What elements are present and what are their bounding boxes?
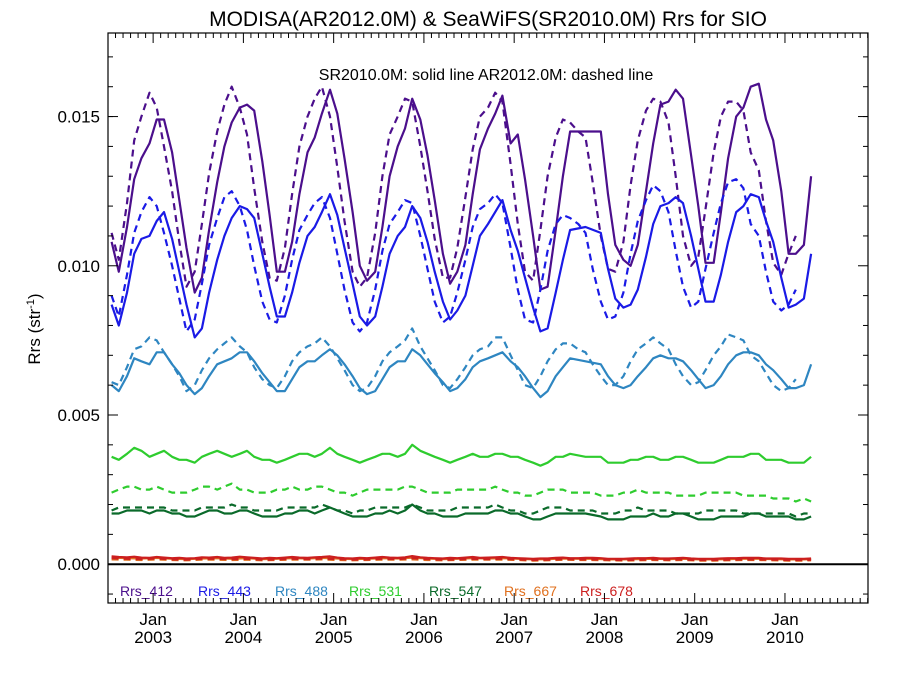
x-tick-label-month: Jan — [500, 610, 527, 629]
x-tick-label-month: Jan — [230, 610, 257, 629]
x-tick-label-year: 2005 — [315, 628, 353, 647]
x-tick-label-year: 2006 — [405, 628, 443, 647]
dashed-series-7-line — [111, 482, 812, 503]
x-tick-label-year: 2008 — [586, 628, 624, 647]
solid-rrs-678-line — [111, 554, 812, 560]
dashed-series-5-line — [111, 327, 797, 393]
plot-frame — [107, 32, 869, 604]
x-tick-label-year: 2009 — [676, 628, 714, 647]
x-tick-label-year: 2010 — [766, 628, 804, 647]
y-tick-label: 0.000 — [57, 555, 100, 574]
y-tick-label: 0.005 — [57, 406, 100, 425]
x-tick-label-month: Jan — [410, 610, 437, 629]
legend-label-rrs-678: Rrs_678 — [580, 583, 633, 599]
legend-label-rrs-488: Rrs_488 — [275, 583, 328, 599]
legend: Rrs_412 Rrs_443 Rrs_488 Rrs_531 Rrs_547 Rrs_6… — [120, 583, 633, 599]
x-tick-label-month: Jan — [591, 610, 618, 629]
x-tick-label-month: Jan — [320, 610, 347, 629]
dashed-series-1-line — [110, 85, 797, 288]
dashed-series-13-line — [111, 557, 812, 562]
chart-title: MODISA(AR2012.0M) & SeaWiFS(SR2010.0M) R… — [209, 8, 767, 31]
legend-label-rrs-412: Rrs_412 — [120, 583, 173, 599]
x-tick-label-year: 2004 — [224, 628, 262, 647]
y-tick-label: 0.015 — [57, 108, 100, 127]
x-tick-label-year: 2003 — [134, 628, 172, 647]
solid-rrs-531-line — [111, 443, 812, 467]
x-tick-label-month: Jan — [681, 610, 708, 629]
legend-label-rrs-667: Rrs_667 — [504, 583, 557, 599]
y-axis-label: Rrs (str-1) — [25, 293, 44, 364]
solid-rrs-412-line — [110, 82, 813, 294]
solid-rrs-443-line — [110, 193, 813, 339]
legend-label-rrs-531: Rrs_531 — [349, 583, 402, 599]
y-tick-label: 0.010 — [57, 257, 100, 276]
x-tick-label-month: Jan — [771, 610, 798, 629]
chart-annotation: SR2010.0M: solid line AR2012.0M: dashed … — [319, 67, 654, 84]
x-tick-label-month: Jan — [139, 610, 166, 629]
solid-rrs-488-line — [110, 348, 813, 399]
series-lines — [110, 82, 813, 562]
solid-rrs-547-line — [111, 503, 812, 521]
x-tick-label-year: 2007 — [495, 628, 533, 647]
legend-label-rrs-547: Rrs_547 — [429, 583, 482, 599]
dashed-series-3-line — [110, 178, 797, 333]
axes: 0.0000.0050.0100.015Jan2003Jan2004Jan200… — [57, 32, 869, 647]
legend-label-rrs-443: Rrs_443 — [198, 583, 251, 599]
